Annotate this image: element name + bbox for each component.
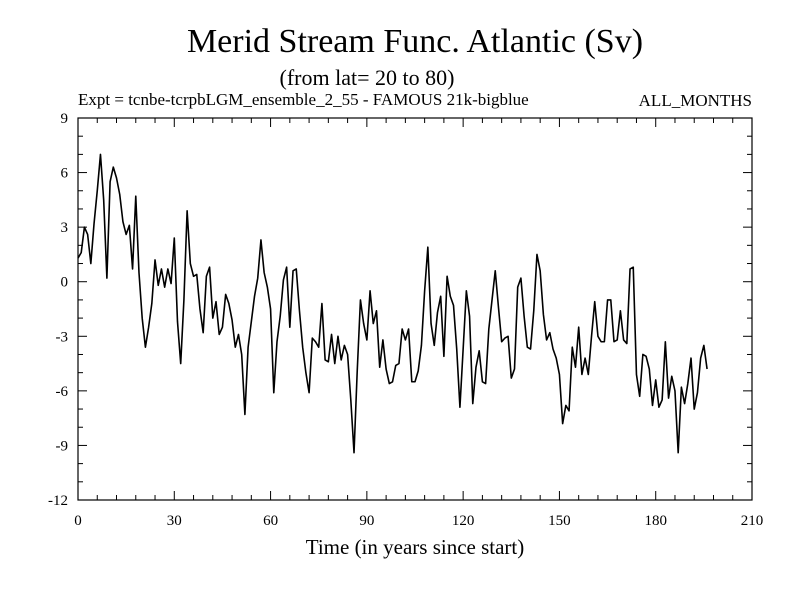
chart-subtitle: (from lat= 20 to 80) xyxy=(280,65,455,90)
x-tick-label: 0 xyxy=(74,513,82,529)
series-line-atlantic-moc xyxy=(77,153,708,454)
x-tick-label: 30 xyxy=(167,513,182,529)
x-tick-label: 210 xyxy=(741,513,764,529)
y-tick-label: -9 xyxy=(56,438,69,454)
chart-title: Merid Stream Func. Atlantic (Sv) xyxy=(187,23,643,60)
experiment-label: Expt = tcnbe-tcrpbLGM_ensemble_2_55 - FA… xyxy=(78,90,529,109)
x-tick-label: 90 xyxy=(359,513,374,529)
x-tick-label: 60 xyxy=(263,513,278,529)
x-axis-tick-labels: 0 30 60 90 120 150 180 210 xyxy=(74,513,763,529)
plot-frame xyxy=(77,117,753,501)
y-tick-label: 9 xyxy=(61,111,69,127)
x-tick-label: 150 xyxy=(548,513,571,529)
months-label: ALL_MONTHS xyxy=(639,91,752,110)
x-tick-label: 180 xyxy=(644,513,667,529)
y-tick-label: 3 xyxy=(61,220,69,236)
y-tick-label: 6 xyxy=(61,166,69,182)
x-tick-label: 120 xyxy=(452,513,475,529)
y-tick-label: -6 xyxy=(56,384,69,400)
y-axis-tick-labels: 9 6 3 0 -3 -6 -9 -12 xyxy=(48,111,69,509)
y-tick-label: -12 xyxy=(48,493,68,509)
x-axis-label: Time (in years since start) xyxy=(306,535,525,559)
y-tick-label: -3 xyxy=(56,329,69,345)
axis-ticks xyxy=(77,117,753,501)
y-tick-label: 0 xyxy=(61,275,69,291)
